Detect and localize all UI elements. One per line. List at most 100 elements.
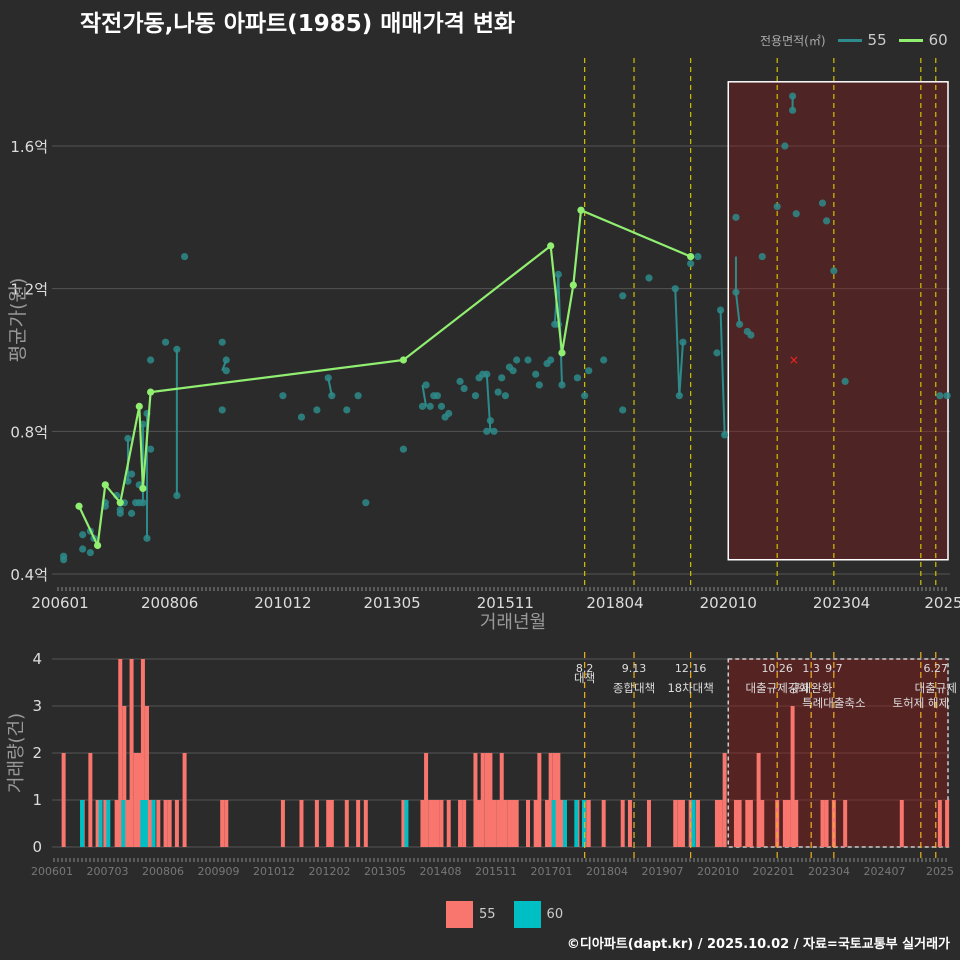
event-date: 12.16 [675,662,707,675]
series-55-point [600,356,608,364]
bar-55 [503,800,508,847]
series-55-point [418,402,427,410]
legend-60-line [898,38,923,42]
legend-top: 전용면적(㎡) 55 60 [760,31,948,49]
series-55-point [675,392,683,400]
bar-55 [507,800,512,847]
price-ytick-label: 1.2억 [10,281,48,299]
series-60-point [139,484,147,492]
bar-55 [601,800,606,847]
legend-55-line [837,38,862,42]
series-55-point [619,292,627,300]
bar-55 [673,800,678,847]
series-55-point [124,477,132,485]
series-55-point [147,356,155,364]
series-55-point [535,381,543,389]
bar-55 [786,800,791,847]
event-label: 대출규제강화 [745,681,809,695]
bar-55 [760,800,765,847]
bar-55 [401,800,406,847]
series-60-point [569,281,577,289]
bar-55 [129,659,134,847]
bar-55 [220,800,225,847]
price-panel [52,55,950,586]
bar-55 [477,800,482,847]
price-ytick-label: 0.8억 [10,423,48,441]
event-label: 규제완화 [790,681,833,695]
bar-60 [551,800,556,847]
series-55-point [79,531,87,539]
bar-55 [356,800,361,847]
series-55-point [789,92,797,100]
series-60-point [547,242,555,250]
series-55-point [486,417,495,425]
series-55-segment [719,310,726,435]
bar-55 [748,800,753,847]
series-55-point [173,345,181,353]
bar-60 [80,800,85,847]
series-60-point [558,349,566,357]
legend-bar-55-swatch [446,901,473,928]
bar-55 [627,800,632,847]
event-date: 8.2 [576,662,594,675]
series-55-point [324,374,332,382]
volume-xtick-label: 200909 [198,865,240,878]
volume-xtick-label: 201305 [364,865,406,878]
event-date: 9.13 [622,662,647,675]
series-55-point [147,445,155,453]
series-55-point [180,252,189,261]
bar-55 [446,800,451,847]
legend-title: 전용면적(㎡) [760,33,826,48]
bar-55 [148,800,153,847]
volume-xtick-label: 200806 [142,865,184,878]
bar-60 [98,800,103,847]
bar-55 [695,800,700,847]
bar-55 [620,800,625,847]
volume-ytick-label: 4 [32,650,42,668]
bar-55 [899,800,904,847]
bar-55 [496,800,501,847]
series-55-point [619,406,627,414]
series-55-point [558,381,566,389]
price-ylabel: 평균가(원) [7,278,29,363]
series-55-point [713,349,721,357]
volume-ylabel: 거래량(건) [6,713,27,793]
bar-55 [480,753,485,847]
series-55-point [694,252,702,261]
bar-55 [167,800,172,847]
volume-xtick-label: 2025 [926,865,954,878]
bar-55 [733,800,738,847]
bar-55 [484,753,489,847]
bar-55 [499,753,504,847]
bar-55 [745,800,750,847]
bar-55 [677,800,682,847]
price-xtick-label: 201012 [254,594,311,612]
bar-55 [737,800,742,847]
bar-55 [144,706,149,847]
bar-60 [574,800,579,847]
series-55-point [789,106,797,114]
series-55-point [732,288,740,296]
series-55-point [679,338,687,346]
event-label: 대책 [574,671,595,685]
series-55-point [513,356,521,364]
bar-55 [488,753,493,847]
legend-55-label: 55 [867,31,887,49]
price-xtick-label: 201511 [477,594,534,612]
series-55-point [645,274,653,282]
volume-xtick-label: 202201 [753,865,795,878]
series-55-point [554,270,562,278]
legend-bar-60-swatch [513,901,541,928]
series-55-point [161,338,170,346]
series-55-point [494,388,502,396]
series-55-point [792,210,800,218]
bar-55 [537,753,542,847]
bar-55 [326,800,331,847]
bar-55 [122,706,127,847]
bar-55 [718,800,723,847]
bar-55 [511,800,516,847]
series-55-point [433,392,441,400]
event-label: 18차대책 [667,681,713,695]
event-date: 6.27 [924,662,949,675]
price-ytick-label: 1.6억 [10,138,48,156]
